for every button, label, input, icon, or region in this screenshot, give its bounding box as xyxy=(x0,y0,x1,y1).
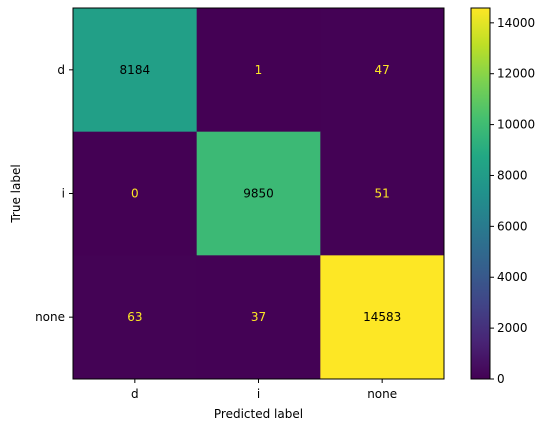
colorbar-tick-label: 10000 xyxy=(497,118,535,132)
matrix-cell xyxy=(196,8,321,133)
matrix-cells xyxy=(73,8,445,380)
colorbar-tick-label: 14000 xyxy=(497,16,535,30)
colorbar-ticks: 0 2000 4000 6000 8000 10000 12000 14000 xyxy=(490,16,535,386)
y-tick-label: none xyxy=(35,310,65,324)
cell-value-label: 37 xyxy=(251,310,266,324)
colorbar-tick-label: 2000 xyxy=(497,321,528,335)
colorbar-tick-label: 0 xyxy=(497,372,505,386)
cell-value-label: 0 xyxy=(131,187,139,201)
cell-value-label: 14583 xyxy=(363,310,401,324)
cell-value-label: 47 xyxy=(375,63,390,77)
y-tick-label: d xyxy=(57,63,65,77)
cell-value-label: 1 xyxy=(255,63,263,77)
y-axis-label: True label xyxy=(9,164,23,223)
colorbar-tick-label: 6000 xyxy=(497,219,528,233)
matrix-cell xyxy=(73,131,198,256)
y-tick-label: i xyxy=(62,187,65,201)
colorbar-tick-label: 12000 xyxy=(497,67,535,81)
colorbar xyxy=(470,7,491,380)
matrix-cell xyxy=(73,8,198,133)
y-axis-ticks: d i none xyxy=(35,63,73,324)
matrix-cell xyxy=(320,131,445,256)
matrix-cell xyxy=(73,255,198,380)
cell-value-label: 8184 xyxy=(120,63,151,77)
matrix-cell xyxy=(196,131,321,256)
cell-value-label: 63 xyxy=(127,310,142,324)
x-tick-label: i xyxy=(257,387,260,401)
x-axis-ticks: d i none xyxy=(131,379,397,401)
matrix-cell xyxy=(196,255,321,380)
x-tick-label: none xyxy=(367,387,397,401)
x-axis-label: Predicted label xyxy=(214,407,303,421)
matrix-cell xyxy=(320,255,445,380)
matrix-cell xyxy=(320,8,445,133)
colorbar-tick-label: 8000 xyxy=(497,168,528,182)
matrix-cell-labels: 8184 1 47 0 9850 51 63 37 14583 xyxy=(120,63,402,324)
colorbar-tick-label: 4000 xyxy=(497,270,528,284)
x-tick-label: d xyxy=(131,387,139,401)
cell-value-label: 51 xyxy=(375,187,390,201)
cell-value-label: 9850 xyxy=(243,187,274,201)
